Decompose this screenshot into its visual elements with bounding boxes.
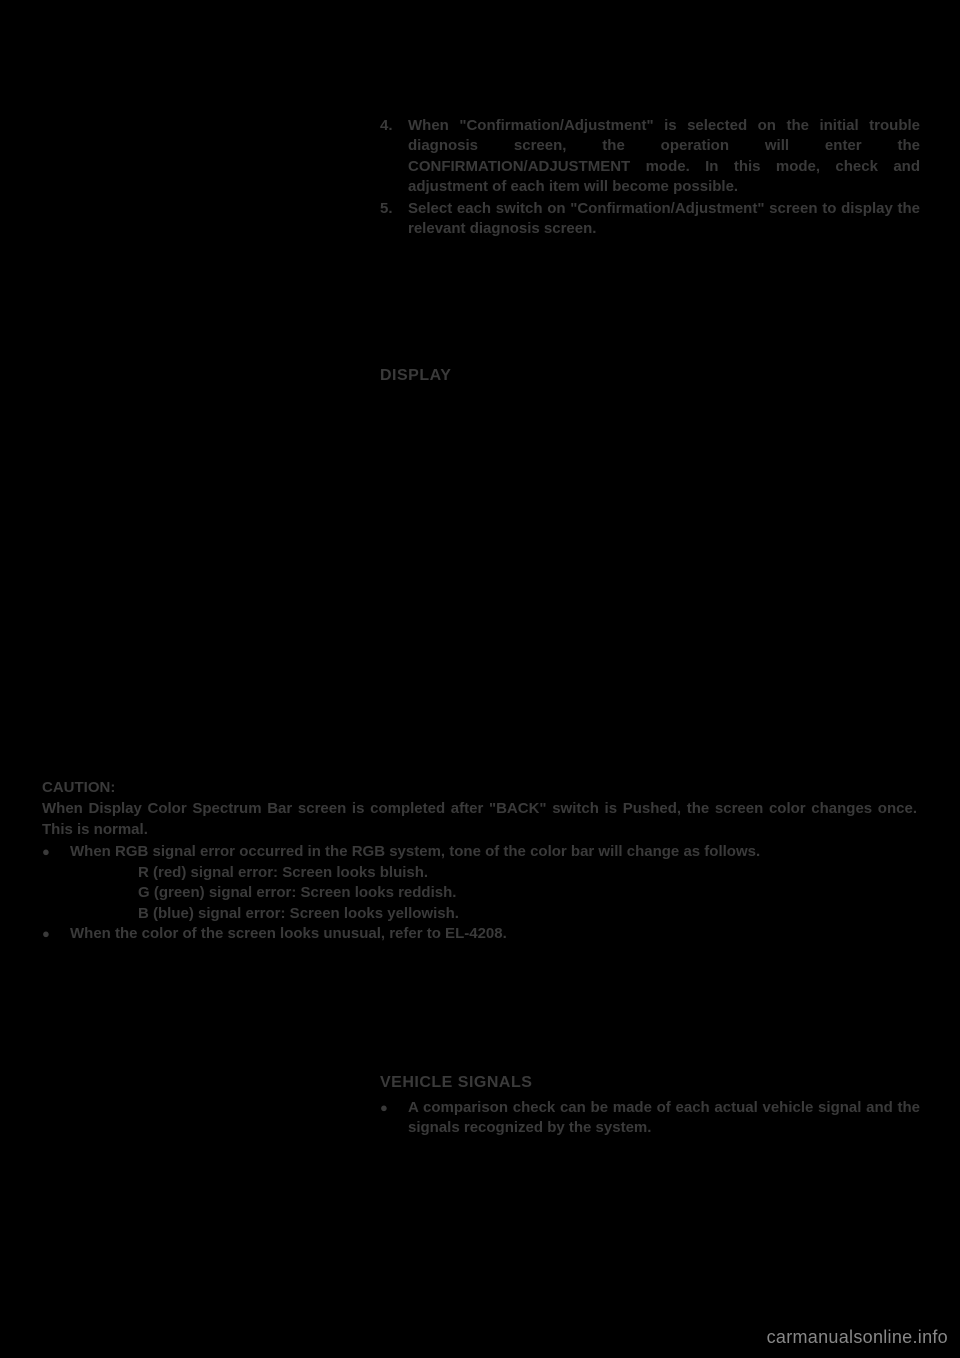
bullet-icon: ● bbox=[42, 924, 70, 944]
step-text: When "Confirmation/Adjustment" is select… bbox=[408, 116, 920, 197]
watermark: carmanualsonline.info bbox=[767, 1327, 948, 1348]
step-number: 4. bbox=[380, 116, 408, 197]
bullet-text: When the color of the screen looks unusu… bbox=[70, 924, 917, 944]
caution-header: CAUTION: bbox=[42, 778, 917, 798]
caution-bullet-1: ● When RGB signal error occurred in the … bbox=[42, 842, 917, 862]
display-section-title: DISPLAY bbox=[380, 367, 451, 385]
rgb-error-g: G (green) signal error: Screen looks red… bbox=[42, 883, 917, 903]
vehicle-signals-title: VEHICLE SIGNALS bbox=[380, 1074, 920, 1092]
caution-text: When Display Color Spectrum Bar screen i… bbox=[42, 799, 917, 840]
rgb-error-r: R (red) signal error: Screen looks bluis… bbox=[42, 863, 917, 883]
numbered-steps: 4. When "Confirmation/Adjustment" is sel… bbox=[380, 116, 920, 242]
step-4: 4. When "Confirmation/Adjustment" is sel… bbox=[380, 116, 920, 197]
bullet-icon: ● bbox=[380, 1098, 408, 1139]
caution-block: CAUTION: When Display Color Spectrum Bar… bbox=[42, 778, 917, 945]
bullet-icon: ● bbox=[42, 842, 70, 862]
step-number: 5. bbox=[380, 199, 408, 240]
step-5: 5. Select each switch on "Confirmation/A… bbox=[380, 199, 920, 240]
bullet-text: When RGB signal error occurred in the RG… bbox=[70, 842, 917, 862]
vehicle-signals-section: VEHICLE SIGNALS ● A comparison check can… bbox=[380, 1074, 920, 1139]
page-content: 4. When "Confirmation/Adjustment" is sel… bbox=[0, 0, 960, 1358]
bullet-text: A comparison check can be made of each a… bbox=[408, 1098, 920, 1139]
vehicle-signals-bullet: ● A comparison check can be made of each… bbox=[380, 1098, 920, 1139]
step-text: Select each switch on "Confirmation/Adju… bbox=[408, 199, 920, 240]
rgb-error-b: B (blue) signal error: Screen looks yell… bbox=[42, 904, 917, 924]
caution-bullet-2: ● When the color of the screen looks unu… bbox=[42, 924, 917, 944]
